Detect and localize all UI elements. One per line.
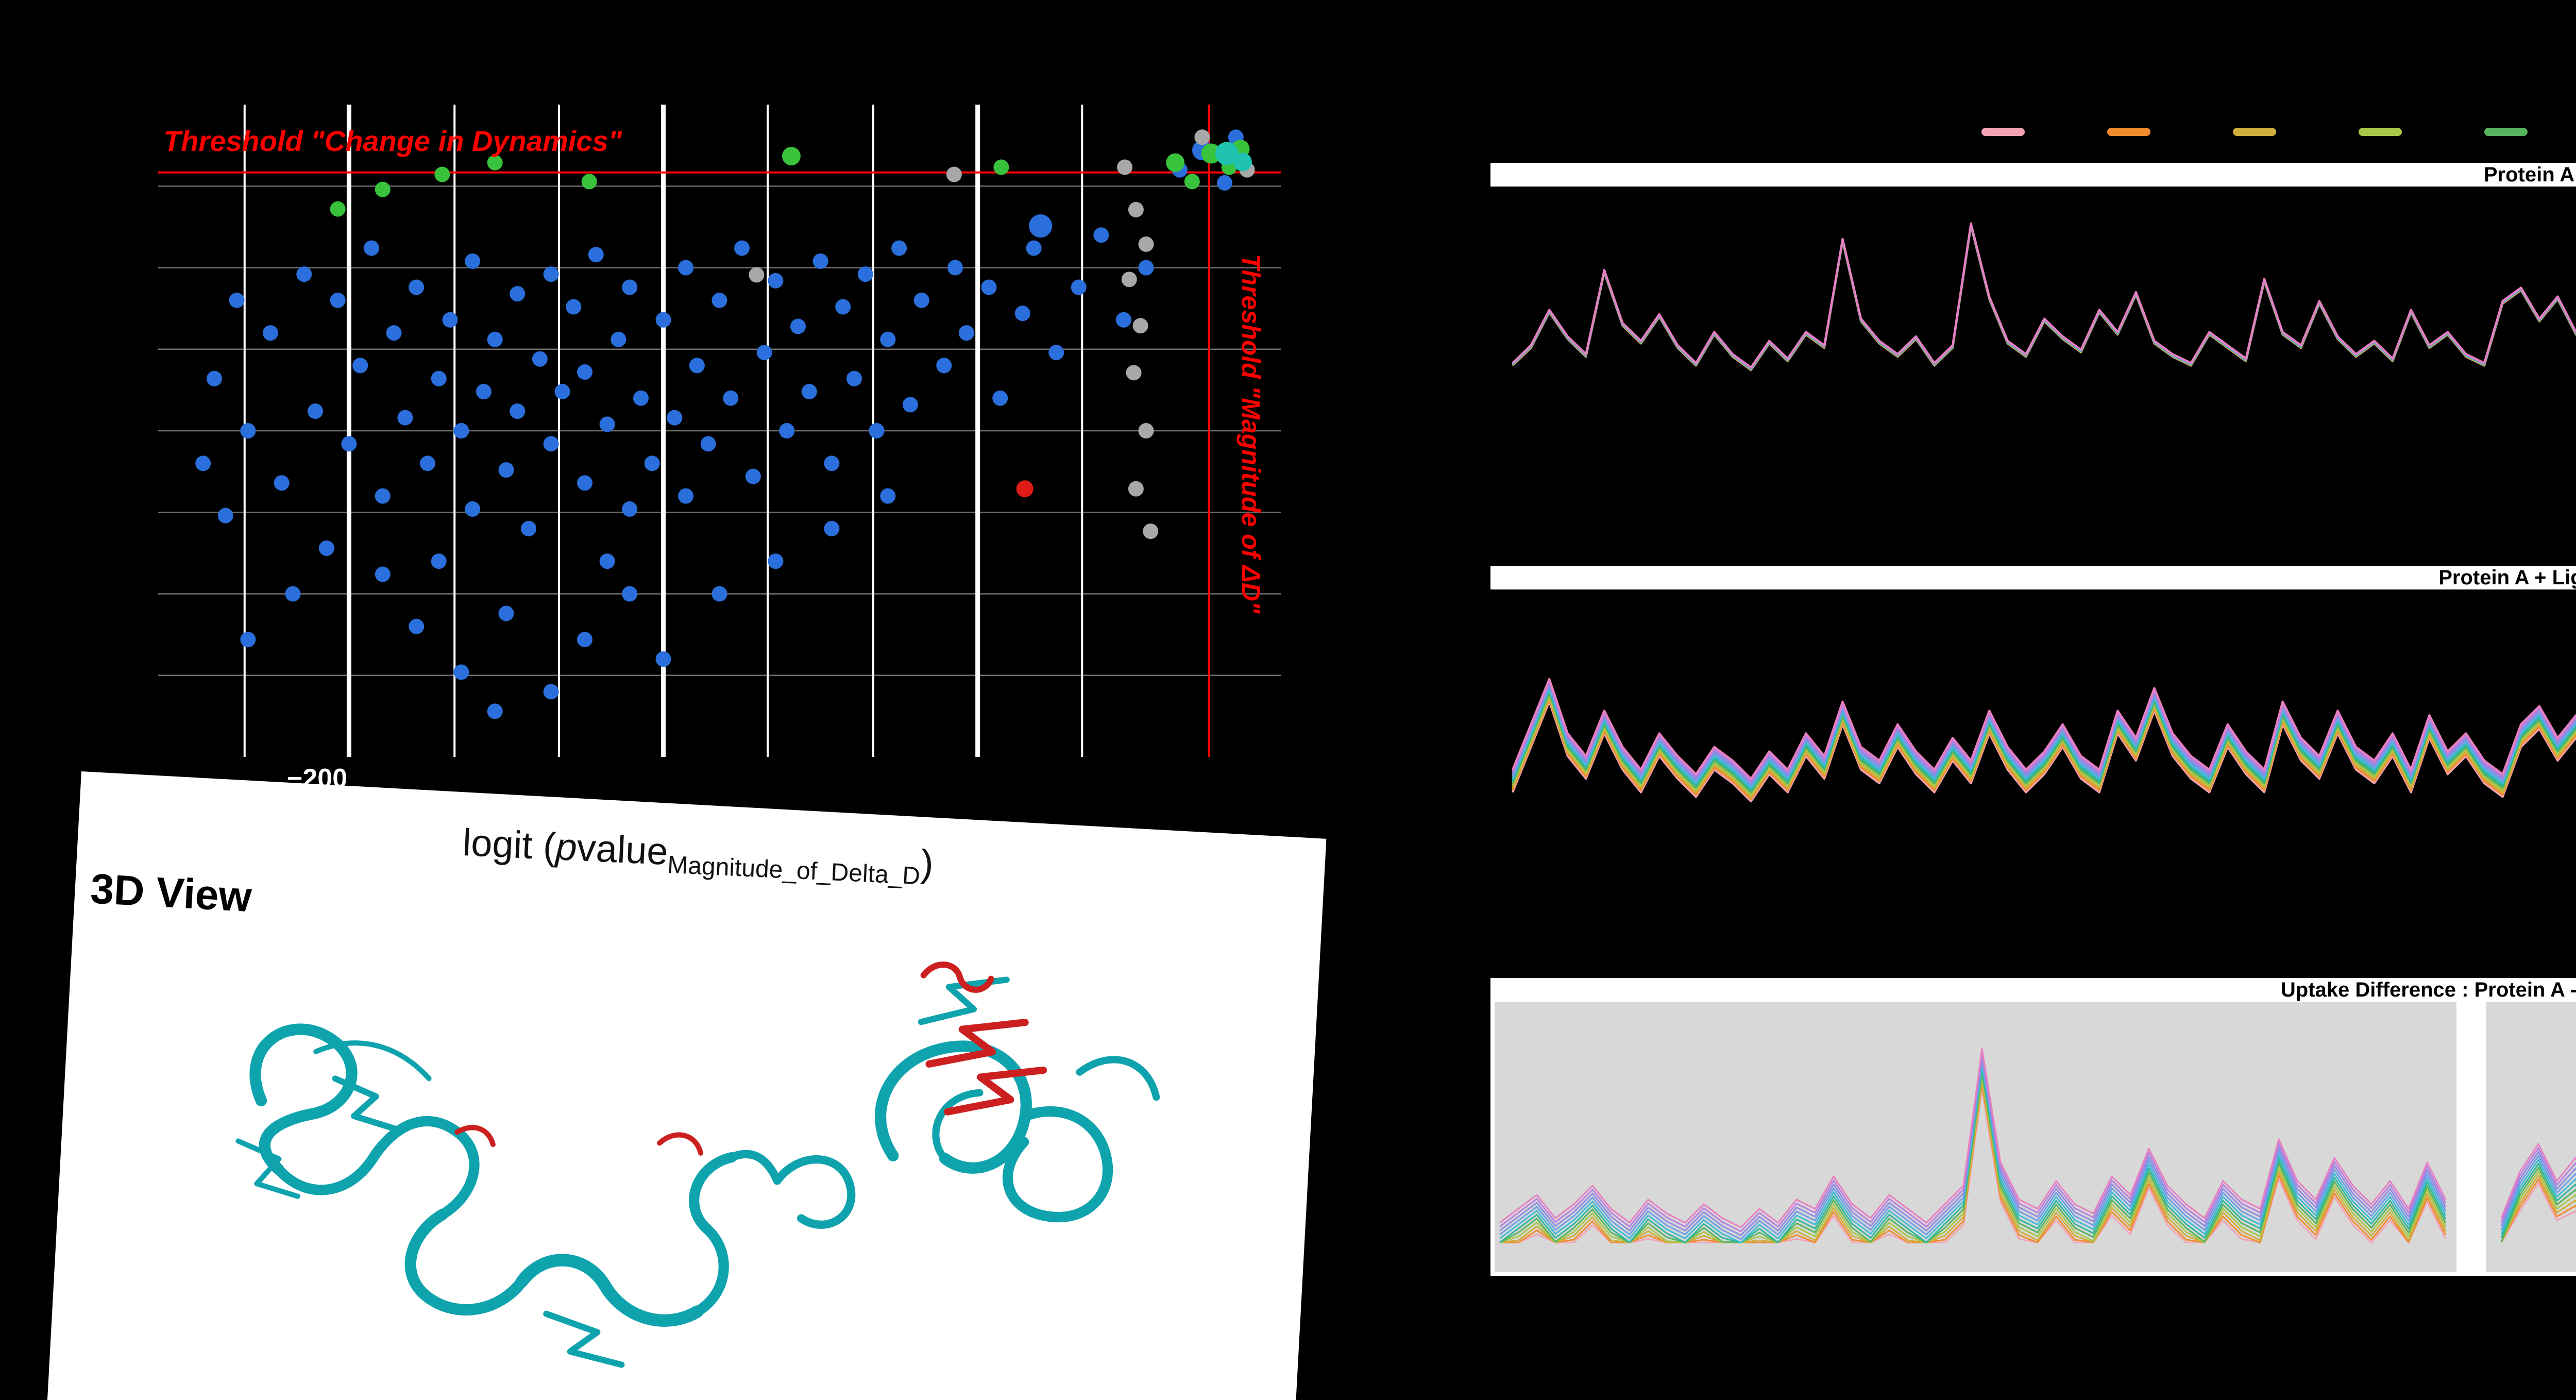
xaxis-label-mid: value [576,826,669,873]
volcano-canvas[interactable] [158,105,1281,757]
threshold-dynamics-label: Threshold "Change in Dynamics" [163,125,622,157]
xaxis-label-suffix: ) [920,841,935,885]
uptake-difference-panel[interactable]: Uptake Difference : Protein A - (Protein… [1490,978,2576,1276]
panel-title-difference: Uptake Difference : Protein A - (Protein… [1490,978,2576,1002]
difference-bg-region [2485,1002,2576,1272]
xaxis-label-italic-p: p [554,825,578,869]
threshold-magnitude-label: Threshold "Magnitude of ΔD" [1236,254,1265,614]
series-legend [1981,128,2576,136]
panel-title-protein-a-ligand-text: Protein A + Ligand [2438,566,2576,589]
panel-title-protein-a-ligand: Protein A + Ligand [1490,566,2576,589]
protein-ribbon [235,962,1160,1368]
volcano-plot[interactable]: Threshold "Change in Dynamics" Threshold… [158,105,1281,794]
panel-title-difference-text: Uptake Difference : Protein A - (Protein… [2280,978,2576,1001]
panel-title-protein-a-text: Protein A [2483,163,2575,186]
legend-swatch[interactable] [2484,128,2528,136]
difference-chart[interactable] [1495,1002,2576,1272]
legend-swatch[interactable] [2359,128,2402,136]
xaxis-label-prefix: logit ( [462,820,557,868]
panel-title-protein-a: Protein A [1490,163,2576,187]
uptake-chart-protein-a-ligand[interactable] [1502,594,2576,959]
structure-3d-view[interactable]: 3D View [42,771,1327,1400]
legend-swatch[interactable] [2233,128,2276,136]
uptake-chart-protein-a[interactable] [1502,192,2576,547]
legend-swatch[interactable] [2107,128,2150,136]
legend-swatch[interactable] [1981,128,2025,136]
